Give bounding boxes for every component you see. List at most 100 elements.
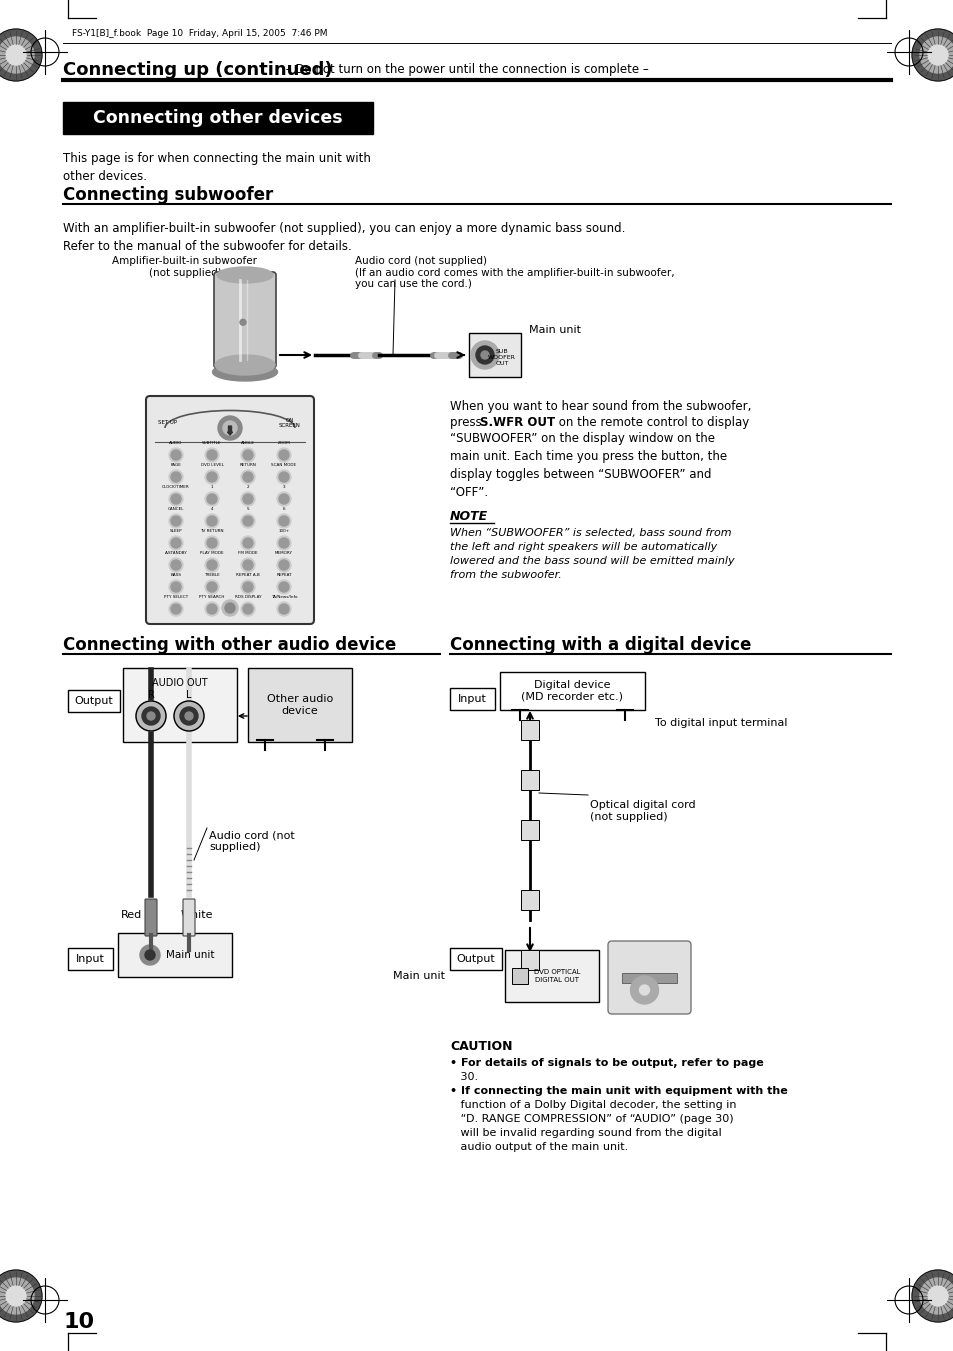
Circle shape: [171, 494, 181, 504]
Circle shape: [171, 561, 181, 570]
Text: Audio cord (not
supplied): Audio cord (not supplied): [209, 830, 294, 851]
Circle shape: [243, 494, 253, 504]
Circle shape: [205, 492, 219, 507]
Text: BASS: BASS: [171, 573, 181, 577]
Circle shape: [205, 603, 219, 616]
Text: When “SUBWOOFER” is selected, bass sound from
the left and right speakers will b: When “SUBWOOFER” is selected, bass sound…: [450, 528, 734, 580]
Text: DVD LEVEL: DVD LEVEL: [200, 463, 223, 467]
Text: 100+: 100+: [278, 530, 290, 534]
Text: • If connecting the main unit with equipment with the: • If connecting the main unit with equip…: [450, 1086, 787, 1096]
Circle shape: [147, 712, 154, 720]
Text: Output: Output: [456, 954, 495, 965]
Circle shape: [205, 536, 219, 550]
Circle shape: [207, 494, 216, 504]
FancyBboxPatch shape: [520, 720, 538, 740]
Text: Main unit: Main unit: [529, 326, 580, 335]
Text: Audio cord (not supplied)
(If an audio cord comes with the amplifier-built-in su: Audio cord (not supplied) (If an audio c…: [355, 255, 674, 289]
FancyBboxPatch shape: [520, 890, 538, 911]
Circle shape: [207, 582, 216, 592]
Text: “SUBWOOFER” on the display window on the
main unit. Each time you press the butt: “SUBWOOFER” on the display window on the…: [450, 432, 726, 499]
Text: 6: 6: [282, 507, 285, 511]
Circle shape: [919, 36, 953, 73]
Circle shape: [278, 561, 289, 570]
Ellipse shape: [216, 267, 273, 282]
Circle shape: [911, 1270, 953, 1323]
FancyBboxPatch shape: [520, 950, 538, 970]
Text: “D. RANGE COMPRESSION” of “AUDIO” (page 30): “D. RANGE COMPRESSION” of “AUDIO” (page …: [450, 1115, 733, 1124]
FancyArrow shape: [227, 426, 233, 435]
Text: SCAN MODE: SCAN MODE: [272, 463, 296, 467]
Text: DVD OPTICAL
DIGITAL OUT: DVD OPTICAL DIGITAL OUT: [533, 970, 579, 982]
Text: • For details of signals to be output, refer to page: • For details of signals to be output, r…: [450, 1058, 763, 1069]
Circle shape: [243, 471, 253, 482]
Circle shape: [639, 985, 649, 994]
Circle shape: [171, 450, 181, 459]
Text: When you want to hear sound from the subwoofer,: When you want to hear sound from the sub…: [450, 400, 751, 413]
Text: 1: 1: [211, 485, 213, 489]
Circle shape: [171, 538, 181, 549]
FancyBboxPatch shape: [145, 898, 157, 936]
Circle shape: [169, 580, 183, 594]
Circle shape: [171, 471, 181, 482]
Text: TV RETURN: TV RETURN: [200, 530, 224, 534]
Text: RDS DISPLAY: RDS DISPLAY: [234, 594, 261, 598]
Circle shape: [911, 28, 953, 81]
Circle shape: [207, 538, 216, 549]
Circle shape: [278, 516, 289, 526]
Circle shape: [169, 470, 183, 484]
Text: To digital input terminal: To digital input terminal: [655, 717, 786, 728]
Text: 3: 3: [282, 485, 285, 489]
Circle shape: [243, 561, 253, 570]
Circle shape: [241, 536, 254, 550]
Text: This page is for when connecting the main unit with
other devices.: This page is for when connecting the mai…: [63, 153, 371, 182]
Text: Other audio
device: Other audio device: [267, 694, 333, 716]
Circle shape: [0, 36, 34, 73]
Text: 4: 4: [211, 507, 213, 511]
Text: ZOOM: ZOOM: [277, 440, 290, 444]
FancyBboxPatch shape: [607, 942, 690, 1015]
Text: L: L: [186, 690, 192, 700]
FancyBboxPatch shape: [450, 948, 501, 970]
FancyBboxPatch shape: [118, 934, 232, 977]
Text: Input: Input: [457, 694, 486, 704]
Circle shape: [136, 701, 166, 731]
Circle shape: [142, 707, 160, 725]
Circle shape: [205, 580, 219, 594]
Circle shape: [276, 580, 291, 594]
Text: press: press: [450, 416, 485, 430]
Circle shape: [927, 1286, 947, 1306]
Circle shape: [171, 582, 181, 592]
Text: 5: 5: [247, 507, 249, 511]
Circle shape: [207, 471, 216, 482]
Circle shape: [173, 701, 204, 731]
Circle shape: [241, 603, 254, 616]
Circle shape: [241, 513, 254, 528]
Circle shape: [169, 513, 183, 528]
Text: PLAY MODE: PLAY MODE: [200, 551, 224, 555]
Text: RETURN: RETURN: [239, 463, 256, 467]
Text: Main unit: Main unit: [393, 971, 444, 981]
Circle shape: [241, 558, 254, 571]
Circle shape: [471, 340, 498, 369]
Circle shape: [171, 604, 181, 613]
FancyBboxPatch shape: [512, 969, 527, 984]
FancyBboxPatch shape: [499, 671, 644, 711]
Circle shape: [241, 449, 254, 462]
FancyBboxPatch shape: [183, 898, 194, 936]
Circle shape: [169, 558, 183, 571]
Text: SUB
WOOFER
OUT: SUB WOOFER OUT: [488, 349, 516, 366]
Circle shape: [205, 513, 219, 528]
Circle shape: [241, 580, 254, 594]
Text: Red: Red: [121, 911, 142, 920]
Circle shape: [241, 492, 254, 507]
FancyBboxPatch shape: [213, 272, 275, 367]
Circle shape: [243, 450, 253, 459]
Text: AUDIO: AUDIO: [169, 440, 182, 444]
Circle shape: [205, 449, 219, 462]
Circle shape: [0, 28, 42, 81]
Text: PTY SELECT: PTY SELECT: [164, 594, 188, 598]
Circle shape: [0, 1270, 42, 1323]
Circle shape: [927, 45, 947, 65]
Circle shape: [243, 538, 253, 549]
Circle shape: [278, 494, 289, 504]
